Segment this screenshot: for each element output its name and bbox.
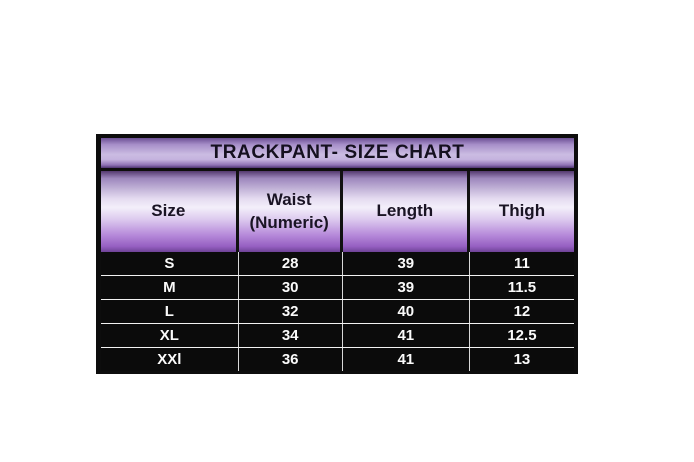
table-row-xxl: XXl 36 41 13: [101, 347, 574, 371]
table-row-xl: XL 34 41 12.5: [101, 323, 574, 347]
thigh-cell: 11.5: [507, 279, 537, 296]
length-cell: 40: [343, 300, 470, 323]
column-header-waist: Waist (Numeric): [238, 171, 343, 252]
chart-title: TRACKPANT- SIZE CHART: [101, 138, 574, 171]
waist-cell: 32: [239, 300, 343, 323]
waist-cell: 28: [239, 252, 343, 275]
waist-cell: 30: [239, 276, 343, 299]
size-chart-table: TRACKPANT- SIZE CHART Size Waist (Numeri…: [96, 134, 578, 374]
size-cell: S: [101, 252, 239, 275]
length-cell: 39: [343, 252, 470, 275]
column-header-thigh: Thigh: [469, 171, 574, 252]
thigh-cell: 11: [514, 255, 530, 272]
length-cell: 41: [343, 324, 470, 347]
table-row-s: S 28 39 11: [101, 252, 574, 275]
length-cell: 39: [343, 276, 470, 299]
size-cell: XL: [101, 324, 239, 347]
column-header-size: Size: [101, 171, 239, 252]
table-row-m: M 30 39 11.5: [101, 275, 574, 299]
size-cell: XXl: [101, 348, 239, 371]
thigh-cell: 12: [513, 303, 531, 320]
length-cell: 41: [343, 348, 470, 371]
table-body: S 28 39 11 M 30 39 11.5 L 32 40 12 XL 34…: [101, 252, 574, 371]
size-cell: L: [101, 300, 239, 323]
column-header-length: Length: [342, 171, 470, 252]
waist-cell: 36: [239, 348, 343, 371]
size-cell: M: [101, 276, 239, 299]
waist-cell: 34: [239, 324, 343, 347]
thigh-cell: 13: [513, 351, 531, 368]
thigh-cell: 12.5: [507, 327, 537, 344]
table-header-row: Size Waist (Numeric) Length Thigh: [101, 171, 574, 252]
table-row-l: L 32 40 12: [101, 299, 574, 323]
